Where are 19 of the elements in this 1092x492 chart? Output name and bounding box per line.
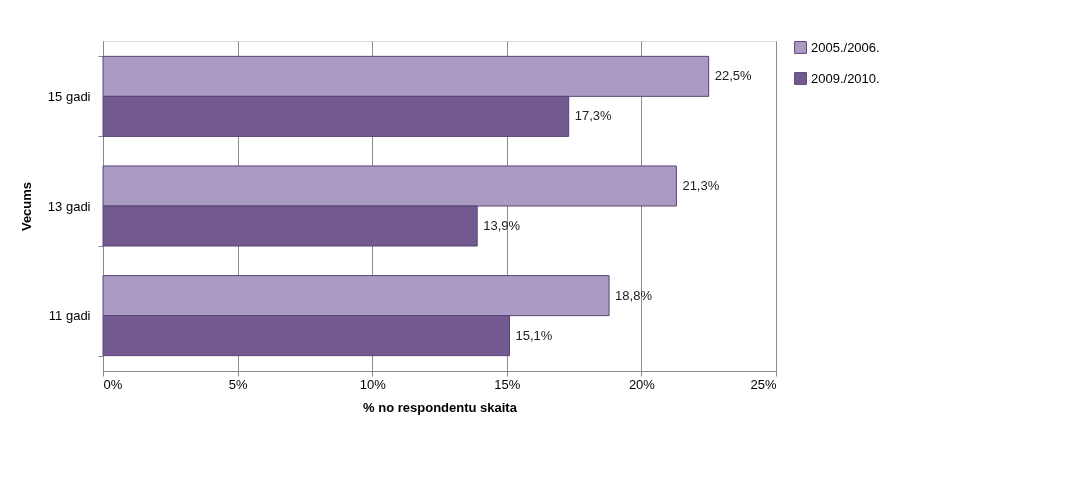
x-tick-label: 15% (494, 376, 521, 392)
data-label: 17,3% (574, 108, 613, 124)
data-label: 15,1% (515, 327, 553, 343)
x-tick-label: 25% (750, 376, 777, 392)
data-label: 13,9% (483, 218, 521, 234)
data-label: 21,3% (682, 177, 720, 193)
x-tick-label: 10% (359, 376, 387, 392)
x-axis-title: % no respondentu skaita (363, 399, 518, 415)
x-tick-label: 20% (628, 376, 656, 392)
y-tick-label: 15 gadi (47, 88, 91, 104)
x-tick-label: 0% (103, 376, 123, 392)
x-tick-label: 5% (228, 376, 248, 392)
legend-label: 2005./2006. (811, 39, 880, 55)
y-tick-label: 13 gadi (47, 198, 91, 214)
legend-label: 2009./2010. (811, 70, 880, 86)
y-axis-title: Vecums (18, 181, 34, 232)
data-label: 22,5% (714, 68, 752, 84)
y-tick-label: 11 gadi (48, 308, 91, 324)
data-label: 18,8% (615, 287, 653, 303)
